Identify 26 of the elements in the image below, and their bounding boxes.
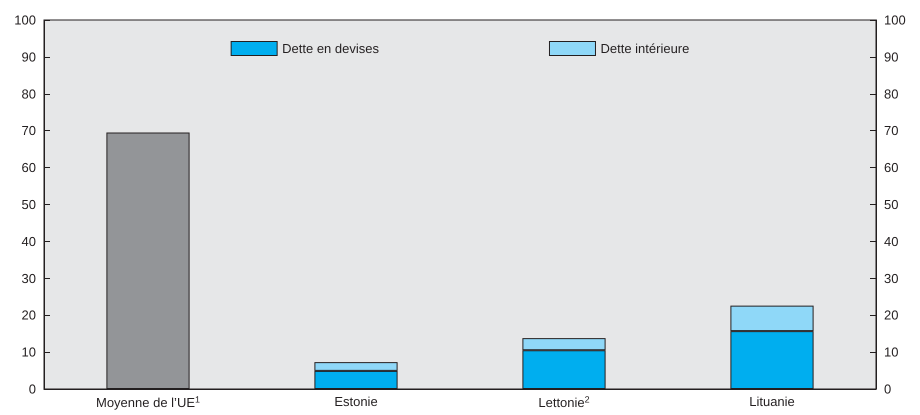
y2-tick-label: 90 (884, 49, 898, 64)
y2-tick-label: 30 (884, 270, 898, 286)
y2-tick-label: 20 (884, 308, 898, 323)
y2-tick-label: 60 (884, 160, 898, 176)
y-tick-label: 10 (22, 344, 36, 360)
y2-tick-label: 40 (884, 234, 898, 249)
y2-tick-label: 100 (884, 12, 906, 28)
y2-tick-label: 10 (884, 344, 898, 360)
y-tick-label: 30 (22, 270, 36, 286)
legend-label: Dette en devises (282, 41, 380, 56)
y-tick-label: 60 (22, 160, 36, 176)
y-tick-label: 40 (22, 234, 36, 249)
y-tick-label: 100 (14, 12, 36, 28)
legend-label: Dette intérieure (600, 41, 690, 56)
y2-tick-label: 80 (884, 86, 898, 102)
y-tick-label: 90 (22, 49, 36, 64)
y-tick-label: 50 (22, 197, 36, 212)
y2-tick-label: 0 (884, 382, 892, 396)
x-tick-label: Lituanie (749, 394, 795, 409)
y-tick-label: 70 (22, 123, 36, 138)
y-tick-label: 80 (22, 86, 36, 102)
y2-tick-label: 70 (884, 123, 898, 138)
x-tick-label: Estonie (334, 394, 378, 409)
y2-tick-label: 50 (884, 197, 898, 212)
y-tick-label: 0 (28, 382, 36, 396)
y-tick-label: 20 (22, 308, 36, 323)
